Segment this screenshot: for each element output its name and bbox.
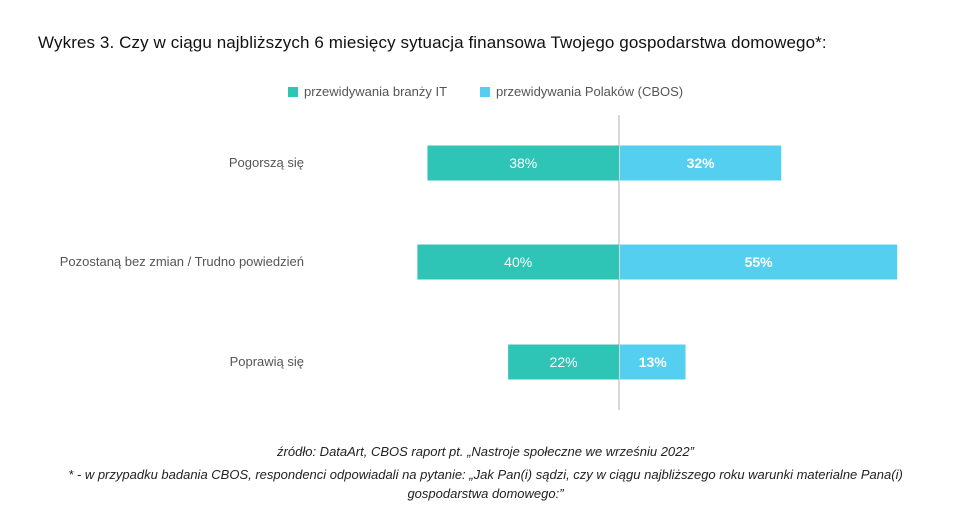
bar-cbos <box>620 145 782 181</box>
category-label: Pogorszą się <box>229 155 304 170</box>
legend-item-cbos: przewidywania Polaków (CBOS) <box>480 84 683 99</box>
category-label: Poprawią się <box>230 354 304 369</box>
data-label-cbos: 13% <box>639 354 668 370</box>
legend-swatch-cbos <box>480 86 490 97</box>
bar-it <box>427 145 619 181</box>
footnote-line-1: * - w przypadku badania CBOS, respondenc… <box>68 467 903 482</box>
legend-label-cbos: przewidywania Polaków (CBOS) <box>496 84 684 99</box>
chart-legend: przewidywania branży IT przewidywania Po… <box>0 84 971 102</box>
data-label-it: 22% <box>550 354 578 370</box>
chart-title: Wykres 3. Czy w ciągu najbliższych 6 mie… <box>38 33 827 52</box>
footnote: * - w przypadku badania CBOS, respondenc… <box>0 465 971 503</box>
legend-item-it: przewidywania branży IT <box>288 84 447 99</box>
footnote-line-2: gospodarstwa domowego:” <box>407 486 564 501</box>
bar-cbos <box>620 344 686 380</box>
data-label-it: 38% <box>509 155 537 171</box>
legend-swatch-it <box>288 86 298 97</box>
data-label-cbos: 55% <box>745 254 774 270</box>
source-text: źródło: DataArt, CBOS raport pt. „Nastro… <box>277 444 694 459</box>
bar-it <box>508 344 619 380</box>
category-label: Pozostaną bez zmian / Trudno powiedzień <box>60 254 304 269</box>
bar-cbos <box>620 244 898 280</box>
data-label-cbos: 32% <box>687 155 716 171</box>
data-label-it: 40% <box>504 254 532 270</box>
bar-it <box>417 244 619 280</box>
legend-label-it: przewidywania branży IT <box>304 84 448 99</box>
